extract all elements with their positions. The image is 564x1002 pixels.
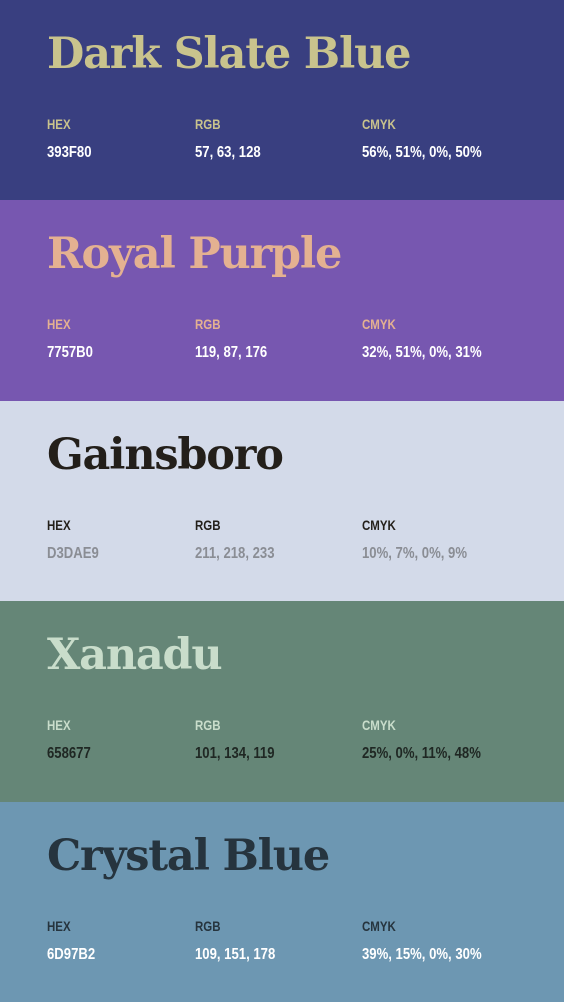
rgb-label: RGB bbox=[195, 316, 221, 333]
swatch-royal-purple: Royal Purple HEX 7757B0 RGB 119, 87, 176… bbox=[0, 200, 564, 401]
cmyk-label: CMYK bbox=[362, 316, 396, 333]
swatch-gainsboro: Gainsboro HEX D3DAE9 RGB 211, 218, 233 C… bbox=[0, 400, 564, 602]
rgb-label: RGB bbox=[195, 516, 221, 533]
hex-label: HEX bbox=[47, 917, 71, 934]
hex-label: HEX bbox=[47, 717, 71, 734]
hex-spec: HEX 7757B0 bbox=[47, 316, 103, 362]
swatch-crystal-blue: Crystal Blue HEX 6D97B2 RGB 109, 151, 17… bbox=[0, 801, 564, 1002]
hex-spec: HEX 6D97B2 bbox=[47, 918, 106, 964]
cmyk-label: CMYK bbox=[362, 516, 396, 533]
hex-spec: HEX D3DAE9 bbox=[47, 517, 110, 563]
hex-value: 7757B0 bbox=[47, 344, 93, 362]
cmyk-label: CMYK bbox=[362, 116, 396, 132]
cmyk-value: 56%, 51%, 0%, 50% bbox=[362, 144, 482, 161]
cmyk-value: 10%, 7%, 0%, 9% bbox=[362, 544, 468, 562]
rgb-spec: RGB 101, 134, 119 bbox=[195, 717, 292, 763]
rgb-spec: RGB 119, 87, 176 bbox=[195, 316, 283, 362]
cmyk-spec: CMYK 32%, 51%, 0%, 31% bbox=[362, 316, 508, 362]
color-name: Crystal Blue bbox=[47, 830, 330, 881]
color-name: Royal Purple bbox=[47, 229, 342, 280]
cmyk-spec: CMYK 56%, 51%, 0%, 50% bbox=[362, 116, 508, 162]
cmyk-label: CMYK bbox=[362, 917, 396, 934]
rgb-value: 211, 218, 233 bbox=[195, 544, 275, 562]
color-name: Xanadu bbox=[47, 630, 223, 681]
hex-label: HEX bbox=[47, 516, 71, 533]
rgb-spec: RGB 211, 218, 233 bbox=[195, 517, 292, 563]
cmyk-label: CMYK bbox=[362, 717, 396, 734]
hex-value: 393F80 bbox=[47, 144, 92, 161]
rgb-value: 119, 87, 176 bbox=[195, 344, 268, 362]
cmyk-spec: CMYK 39%, 15%, 0%, 30% bbox=[362, 918, 508, 964]
rgb-spec: RGB 57, 63, 128 bbox=[195, 116, 275, 162]
hex-value: D3DAE9 bbox=[47, 544, 99, 562]
rgb-value: 109, 151, 178 bbox=[195, 945, 276, 963]
rgb-value: 57, 63, 128 bbox=[195, 144, 261, 161]
cmyk-spec: CMYK 25%, 0%, 11%, 48% bbox=[362, 717, 507, 763]
hex-label: HEX bbox=[47, 316, 71, 333]
cmyk-value: 25%, 0%, 11%, 48% bbox=[362, 745, 481, 763]
swatch-xanadu: Xanadu HEX 658677 RGB 101, 134, 119 CMYK… bbox=[0, 601, 564, 802]
color-name: Dark Slate Blue bbox=[47, 29, 412, 79]
rgb-label: RGB bbox=[195, 116, 221, 132]
hex-value: 6D97B2 bbox=[47, 945, 96, 963]
rgb-spec: RGB 109, 151, 178 bbox=[195, 918, 293, 964]
swatch-dark-slate-blue: Dark Slate Blue HEX 393F80 RGB 57, 63, 1… bbox=[0, 0, 564, 201]
hex-label: HEX bbox=[47, 116, 71, 132]
rgb-label: RGB bbox=[195, 917, 221, 934]
cmyk-value: 32%, 51%, 0%, 31% bbox=[362, 344, 482, 362]
hex-value: 658677 bbox=[47, 745, 91, 763]
rgb-value: 101, 134, 119 bbox=[195, 745, 275, 763]
cmyk-value: 39%, 15%, 0%, 30% bbox=[362, 945, 482, 963]
color-name: Gainsboro bbox=[47, 429, 284, 480]
cmyk-spec: CMYK 10%, 7%, 0%, 9% bbox=[362, 517, 490, 563]
rgb-label: RGB bbox=[195, 717, 221, 734]
hex-spec: HEX 393F80 bbox=[47, 116, 101, 162]
hex-spec: HEX 658677 bbox=[47, 717, 100, 763]
